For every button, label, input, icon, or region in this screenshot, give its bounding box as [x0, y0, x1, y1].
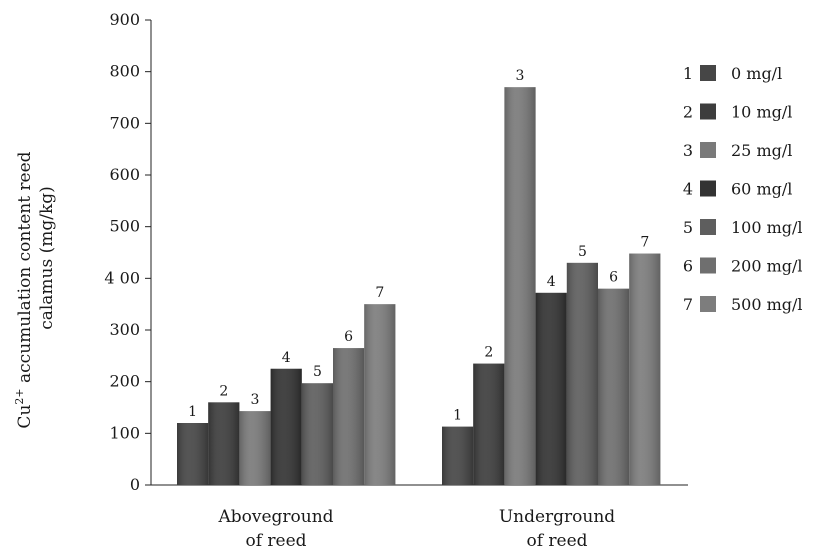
- bar-number-label: 2: [484, 345, 493, 361]
- bar-number-label: 6: [609, 270, 618, 286]
- bar-shading: [442, 426, 474, 485]
- legend-number: 5: [683, 218, 693, 237]
- legend-number: 6: [683, 257, 693, 276]
- legend-number: 7: [683, 295, 693, 314]
- y-axis-label-line2: calamus (mg/kg): [37, 186, 57, 330]
- y-axis-label: Cu2+ accumulation content reed calamus (…: [13, 151, 57, 428]
- legend-swatch: [700, 103, 716, 120]
- y-tick-label: 0: [130, 475, 140, 494]
- legend-series-name: 100 mg/l: [731, 218, 803, 237]
- bar-number-label: 5: [578, 244, 587, 260]
- y-axis-label-superscript: 2+: [13, 388, 26, 404]
- y-tick-label: 800: [109, 62, 140, 81]
- y-tick-label: 4 00: [104, 268, 140, 287]
- svg-text:Cu2+ accumulation content reed: Cu2+ accumulation content reed: [13, 151, 35, 428]
- bar-shading: [629, 253, 661, 485]
- bar-number-labels: 1 2 3 4 5 6 7 1 2 3 4 5 6 7: [188, 68, 649, 423]
- legend-swatch: [700, 219, 716, 235]
- bars: [177, 87, 661, 486]
- legend-series-name: 10 mg/l: [731, 103, 792, 122]
- bar-shading: [270, 368, 302, 485]
- legend-number: 2: [683, 103, 693, 122]
- y-tick-label: 700: [109, 113, 140, 132]
- bar-shading: [566, 262, 598, 485]
- bar-shading: [364, 304, 396, 485]
- bar-number-label: 3: [251, 392, 260, 408]
- bar-number-label: 5: [313, 364, 322, 380]
- bar-shading: [333, 348, 365, 485]
- legend-swatch: [700, 296, 716, 312]
- y-tick-label: 200: [109, 372, 140, 391]
- y-tick-label: 500: [109, 217, 140, 236]
- legend-number: 4: [683, 180, 693, 199]
- bar-shading: [598, 288, 630, 485]
- y-tick-label: 300: [109, 320, 140, 339]
- legend-series-name: 200 mg/l: [731, 257, 803, 276]
- y-tick-label: 600: [109, 165, 140, 184]
- legend-swatch: [700, 257, 716, 274]
- legend-swatch: [700, 142, 716, 158]
- bar-number-label: 3: [516, 68, 525, 84]
- bar-number-label: 2: [219, 383, 228, 399]
- x-category-label-line2: of reed: [245, 531, 306, 550]
- bar-shading: [535, 292, 567, 485]
- legend-series-name: 60 mg/l: [731, 180, 792, 199]
- legend-number: 3: [683, 141, 693, 160]
- y-tick-label: 100: [109, 423, 140, 442]
- bar-shading: [301, 383, 333, 485]
- legend-series-name: 500 mg/l: [731, 295, 803, 314]
- bar-number-label: 7: [375, 285, 384, 301]
- bar-shading: [208, 402, 240, 485]
- legend-number: 1: [683, 64, 693, 83]
- bar-number-label: 1: [188, 404, 197, 420]
- bar-shading: [239, 411, 271, 485]
- bar-number-label: 4: [282, 350, 291, 366]
- x-category-labels: Aboveground of reed Underground of reed: [217, 507, 615, 551]
- bar-shading: [177, 423, 209, 485]
- y-axis-label-suffix: accumulation content reed: [15, 151, 35, 388]
- y-ticks: 0 100 200 300 4 00 500 600 700 800 900: [104, 10, 151, 494]
- bar-shading: [473, 363, 505, 485]
- x-category-label-line1: Underground: [499, 507, 615, 527]
- y-axis-label-prefix: Cu: [15, 405, 35, 429]
- legend-series-name: 25 mg/l: [731, 141, 792, 160]
- legend-series-name: 0 mg/l: [731, 64, 782, 83]
- bar-number-label: 1: [453, 408, 462, 424]
- bar-number-label: 4: [547, 274, 556, 290]
- x-category-label-line2: of reed: [526, 531, 587, 550]
- bar-number-label: 7: [640, 235, 649, 251]
- bar-shading: [504, 87, 536, 486]
- bar-number-label: 6: [344, 329, 353, 345]
- legend-swatch: [700, 180, 716, 197]
- x-category-label-line1: Aboveground: [217, 507, 333, 527]
- y-tick-label: 900: [109, 10, 140, 29]
- legend-swatch: [700, 65, 716, 81]
